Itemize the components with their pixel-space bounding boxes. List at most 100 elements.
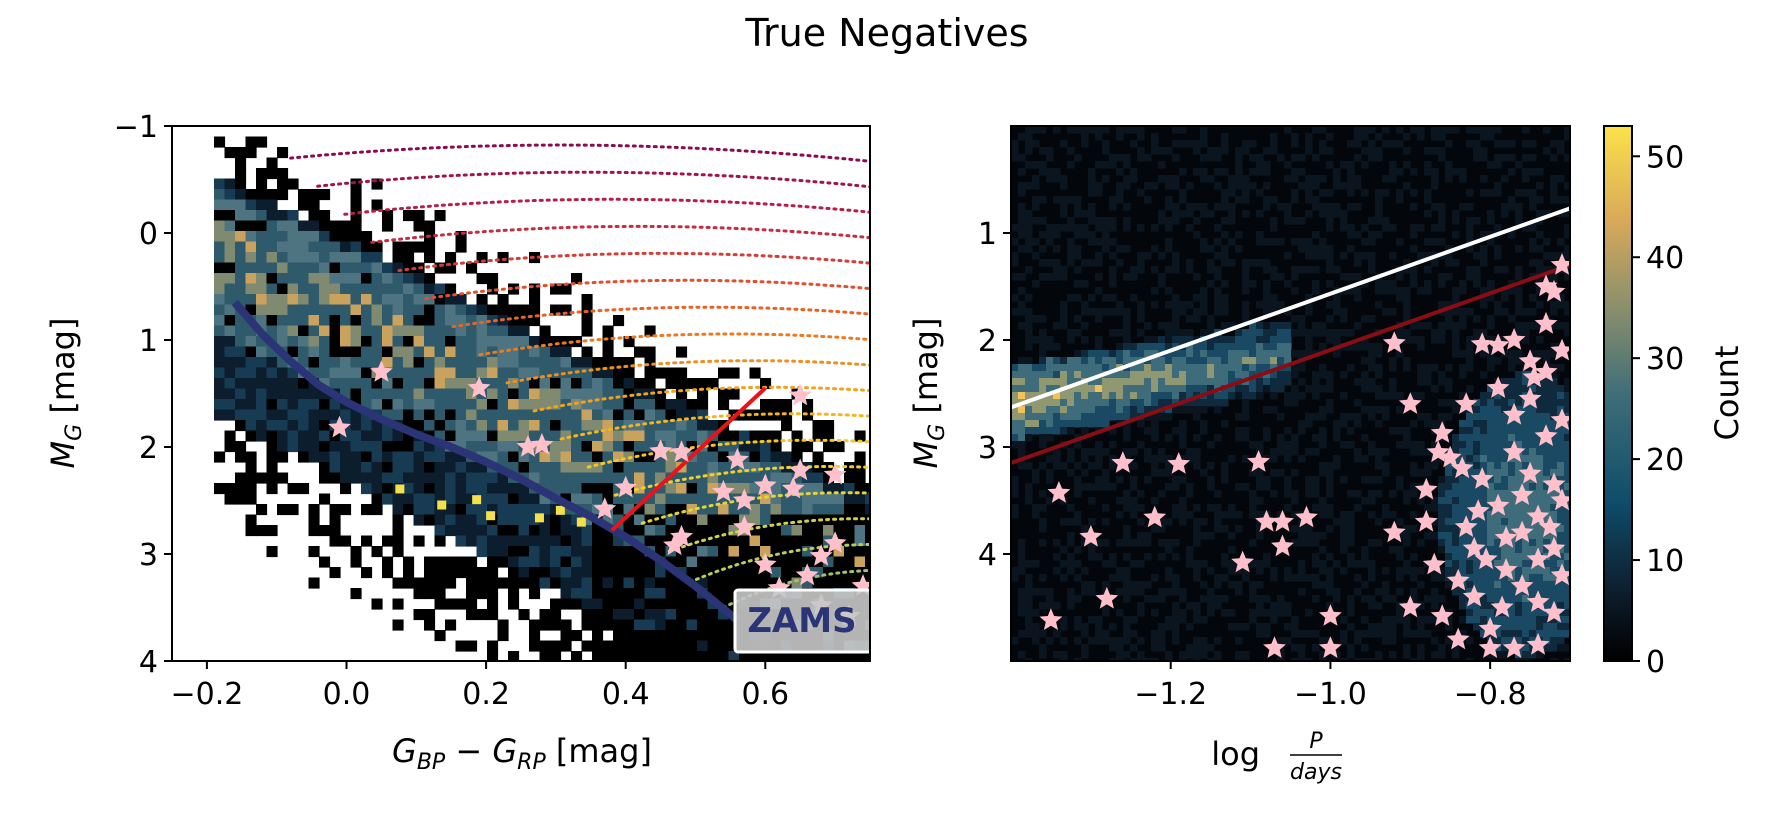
left-heat-cell bbox=[592, 546, 604, 558]
right-heat-cell bbox=[1039, 441, 1047, 449]
star-marker bbox=[1486, 493, 1510, 516]
right-heat-cell bbox=[1438, 147, 1446, 155]
right-heat-cell bbox=[1389, 364, 1397, 372]
left-heat-cell bbox=[487, 420, 499, 432]
left-heat-cell bbox=[403, 325, 415, 337]
right-heat-cell bbox=[1263, 350, 1271, 358]
left-heat-cell bbox=[686, 483, 698, 495]
left-heat-cell bbox=[403, 241, 415, 253]
right-heat-cell bbox=[1018, 651, 1026, 659]
right-heat-cell bbox=[1361, 224, 1369, 232]
right-heat-cell bbox=[1410, 126, 1418, 134]
right-heat-cell bbox=[1053, 651, 1061, 659]
star-marker bbox=[1494, 526, 1518, 548]
right-heat-cell bbox=[1508, 462, 1516, 470]
right-heat-cell bbox=[1277, 441, 1285, 449]
left-heat-cell bbox=[697, 546, 709, 558]
left-heat-cell bbox=[340, 336, 352, 348]
left-heat-cell bbox=[382, 294, 394, 306]
right-heat-cell bbox=[1081, 259, 1089, 267]
right-heat-cell bbox=[1473, 455, 1481, 463]
left-heat-cell bbox=[371, 388, 383, 400]
left-heat-cell bbox=[518, 315, 530, 327]
right-heat-cell bbox=[1263, 371, 1271, 379]
right-heat-cell bbox=[1193, 462, 1201, 470]
left-heat-cell bbox=[613, 462, 625, 474]
right-heat-cell bbox=[1109, 560, 1117, 568]
left-heat-cell bbox=[497, 504, 509, 516]
left-heat-cell bbox=[287, 504, 299, 516]
left-heat-cell bbox=[445, 399, 457, 411]
left-heat-cell bbox=[676, 472, 688, 484]
right-heat-cell bbox=[1543, 385, 1551, 393]
left-heat-cell bbox=[266, 409, 278, 421]
right-heat-cell bbox=[1382, 595, 1390, 603]
right-heat-cell bbox=[1193, 231, 1201, 239]
right-heat-cell bbox=[1326, 217, 1334, 225]
right-heat-cell bbox=[1081, 210, 1089, 218]
right-heat-cell bbox=[1291, 350, 1299, 358]
left-heat-cell bbox=[445, 367, 457, 379]
left-heat-cell bbox=[445, 304, 457, 316]
left-heat-cell bbox=[644, 577, 656, 589]
right-heat-cell bbox=[1501, 497, 1509, 505]
right-heat-cell bbox=[1480, 392, 1488, 400]
right-heat-cell bbox=[1340, 616, 1348, 624]
right-heat-cell bbox=[1333, 329, 1341, 337]
right-heat-cell bbox=[1067, 595, 1075, 603]
left-heat-cell bbox=[539, 619, 551, 631]
left-heat-cell bbox=[298, 189, 310, 201]
left-heat-cell bbox=[823, 504, 835, 516]
right-heat-cell bbox=[1494, 546, 1502, 554]
right-heat-cell bbox=[1151, 182, 1159, 190]
right-heat-cell bbox=[1263, 560, 1271, 568]
right-heat-cell bbox=[1340, 637, 1348, 645]
left-heat-cell bbox=[455, 304, 467, 316]
right-heat-cell bbox=[1543, 602, 1551, 610]
right-heat-cell bbox=[1053, 455, 1061, 463]
left-heat-cell bbox=[466, 430, 478, 442]
right-heat-cell bbox=[1249, 616, 1257, 624]
left-heat-cell bbox=[581, 546, 593, 558]
right-heat-cell bbox=[1424, 210, 1432, 218]
right-heat-cell bbox=[1445, 364, 1453, 372]
left-heat-cell bbox=[508, 556, 520, 568]
right-heat-cell bbox=[1529, 441, 1537, 449]
left-heat-cell bbox=[655, 598, 667, 610]
right-heat-cell bbox=[1403, 294, 1411, 302]
right-heat-cell bbox=[1529, 189, 1537, 197]
right-heat-cell bbox=[1340, 273, 1348, 281]
left-heat-cell bbox=[571, 472, 583, 484]
right-heat-cell bbox=[1298, 588, 1306, 596]
right-heat-cell bbox=[1186, 385, 1194, 393]
right-heat-cell bbox=[1088, 378, 1096, 386]
right-heat-cell bbox=[1487, 350, 1495, 358]
right-heat-cell bbox=[1270, 378, 1278, 386]
right-heat-cell bbox=[1515, 546, 1523, 554]
left-heat-cell bbox=[424, 283, 436, 295]
right-heat-cell bbox=[1424, 322, 1432, 330]
right-heat-cell bbox=[1347, 189, 1355, 197]
right-heat-cell bbox=[1088, 413, 1096, 421]
left-heat-cell bbox=[361, 462, 373, 474]
right-heat-cell bbox=[1025, 602, 1033, 610]
right-heat-cell bbox=[1291, 364, 1299, 372]
right-heat-cell bbox=[1025, 147, 1033, 155]
left-heat-cell bbox=[560, 546, 572, 558]
right-heat-cell bbox=[1242, 574, 1250, 582]
left-heat-cell bbox=[534, 513, 544, 523]
right-heat-cell bbox=[1018, 427, 1026, 435]
left-heat-cell bbox=[697, 493, 709, 505]
right-heat-cell bbox=[1382, 224, 1390, 232]
right-heat-cell bbox=[1123, 336, 1131, 344]
right-heat-cell bbox=[1256, 329, 1264, 337]
left-heat-cell bbox=[802, 577, 814, 589]
right-heat-cell bbox=[1046, 455, 1054, 463]
right-heat-cell bbox=[1515, 553, 1523, 561]
right-heat-cell bbox=[1354, 273, 1362, 281]
right-heat-cell bbox=[1067, 602, 1075, 610]
left-heat-cell bbox=[298, 388, 310, 400]
right-heat-cell bbox=[1375, 623, 1383, 631]
right-heat-cell bbox=[1375, 280, 1383, 288]
left-heat-cell bbox=[592, 483, 604, 495]
